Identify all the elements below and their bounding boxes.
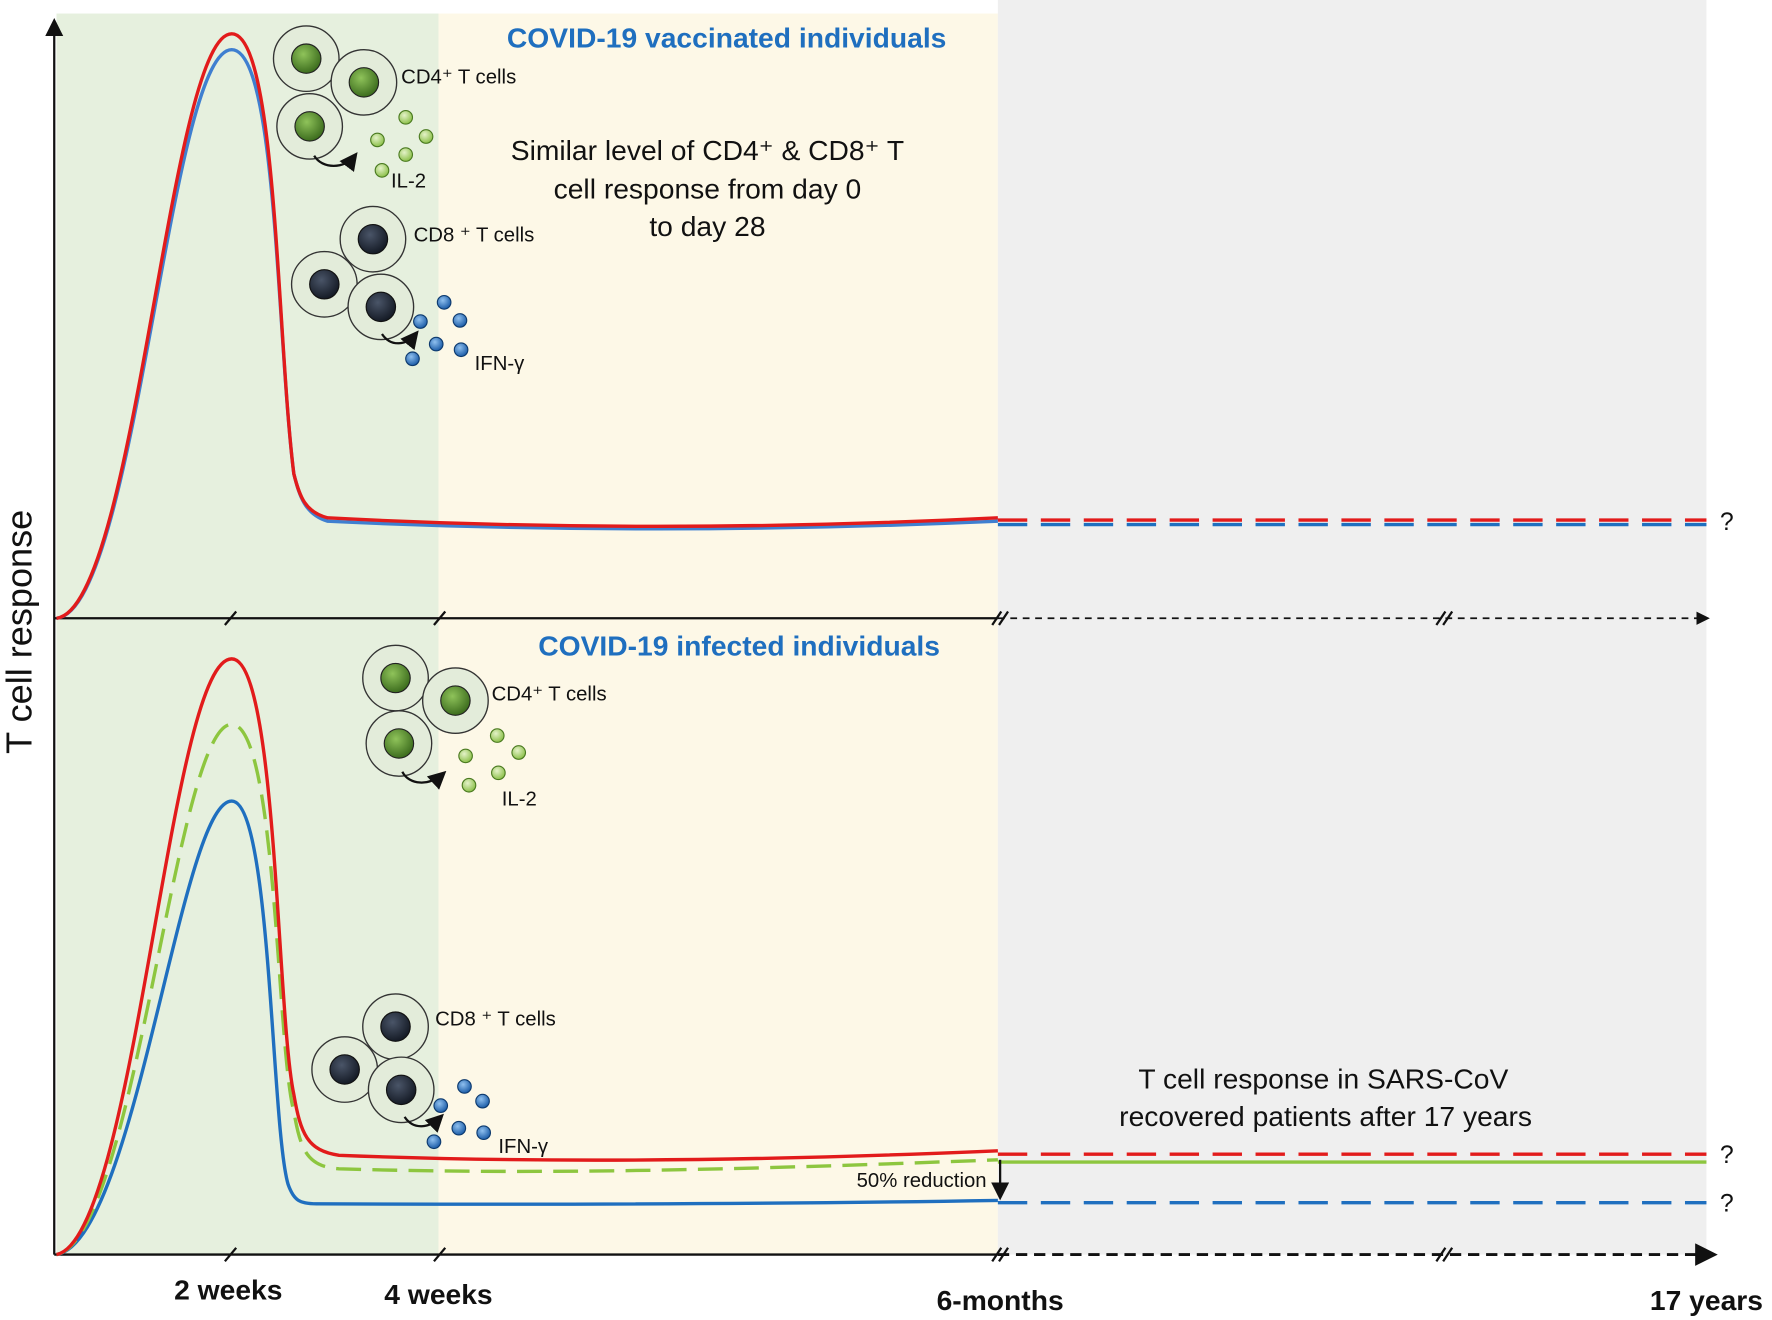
shape: [381, 330, 419, 351]
cell-icon: [362, 644, 429, 712]
shape: [224, 610, 1454, 626]
cell-icon: [418, 129, 434, 144]
cell-icon: [398, 109, 414, 125]
cell-icon: [365, 710, 433, 777]
shape: [403, 1113, 444, 1133]
ifn-label: IFN-γ: [498, 1136, 549, 1158]
cell-icon: [458, 748, 473, 764]
note-line: Similar level of CD4⁺ & CD8⁺ T: [511, 134, 904, 166]
cells-bottom: [311, 644, 527, 1150]
cell-icon: [330, 48, 398, 116]
il2-label: IL-2: [391, 170, 426, 192]
cell-icon: [362, 993, 429, 1061]
shape: [313, 152, 358, 172]
cell-icon: [421, 667, 489, 735]
cell-icon: [451, 1120, 467, 1136]
cd4-label: CD4⁺ T cells: [492, 684, 607, 706]
cell-icon: [433, 1098, 449, 1113]
y-axis-label: T cell response: [0, 510, 40, 754]
x-label: 2 weeks: [174, 1274, 282, 1306]
shape: [401, 770, 447, 790]
il2-label: IL-2: [502, 789, 537, 811]
cell-icon: [367, 1056, 435, 1124]
ifn-label: IFN-γ: [475, 353, 526, 375]
cell-icon: [475, 1093, 490, 1109]
shape: [56, 799, 998, 1257]
question-mark: ?: [1720, 1142, 1734, 1169]
x-label: 17 years: [1650, 1284, 1763, 1316]
shape: [56, 722, 998, 1257]
question-mark: ?: [1720, 509, 1734, 536]
x-label: 6-months: [937, 1284, 1064, 1316]
curves-bottom: [56, 657, 1707, 1257]
cell-icon: [452, 313, 468, 328]
cell-icon: [398, 147, 414, 162]
panel-title: COVID-19 infected individuals: [538, 630, 940, 662]
axes: [45, 18, 1718, 1266]
panel-title: COVID-19 vaccinated individuals: [507, 21, 946, 53]
cell-icon: [453, 342, 469, 358]
note-line: cell response from day 0: [554, 173, 862, 205]
note-line: to day 28: [649, 210, 765, 242]
shape: [224, 1247, 1454, 1263]
curves-top: [56, 32, 1707, 620]
note-line: recovered patients after 17 years: [1119, 1100, 1532, 1132]
shape: [56, 32, 998, 620]
cd4-label: CD4⁺ T cells: [401, 67, 516, 89]
cells-top: [272, 25, 469, 367]
reduction-label: 50% reduction: [857, 1170, 987, 1192]
cell-icon: [511, 745, 527, 760]
cell-icon: [413, 314, 428, 329]
note-line: T cell response in SARS-CoV: [1138, 1063, 1508, 1095]
cd8-label: CD8 ⁺ T cells: [435, 1009, 556, 1031]
shape: [56, 657, 998, 1257]
cell-icon: [426, 1134, 442, 1150]
cell-icon: [489, 728, 505, 743]
cell-icon: [339, 205, 407, 273]
cell-icon: [476, 1125, 492, 1141]
shape: [997, 0, 1707, 1255]
cell-icon: [436, 295, 452, 310]
cd8-label: CD8 ⁺ T cells: [414, 224, 535, 246]
cell-icon: [491, 765, 506, 781]
cell-icon: [370, 132, 385, 148]
cell-icon: [374, 163, 390, 178]
cell-icon: [276, 92, 344, 160]
question-mark: ?: [1720, 1191, 1734, 1218]
cell-icon: [272, 25, 340, 93]
cell-icon: [290, 250, 358, 318]
cell-icon: [457, 1079, 472, 1094]
cell-icon: [428, 336, 444, 352]
cell-icon: [405, 351, 420, 367]
x-label: 4 weeks: [384, 1278, 492, 1310]
cell-icon: [311, 1036, 379, 1103]
cell-icon: [461, 777, 477, 793]
cell-icon: [347, 273, 415, 341]
shape: [438, 13, 998, 1255]
